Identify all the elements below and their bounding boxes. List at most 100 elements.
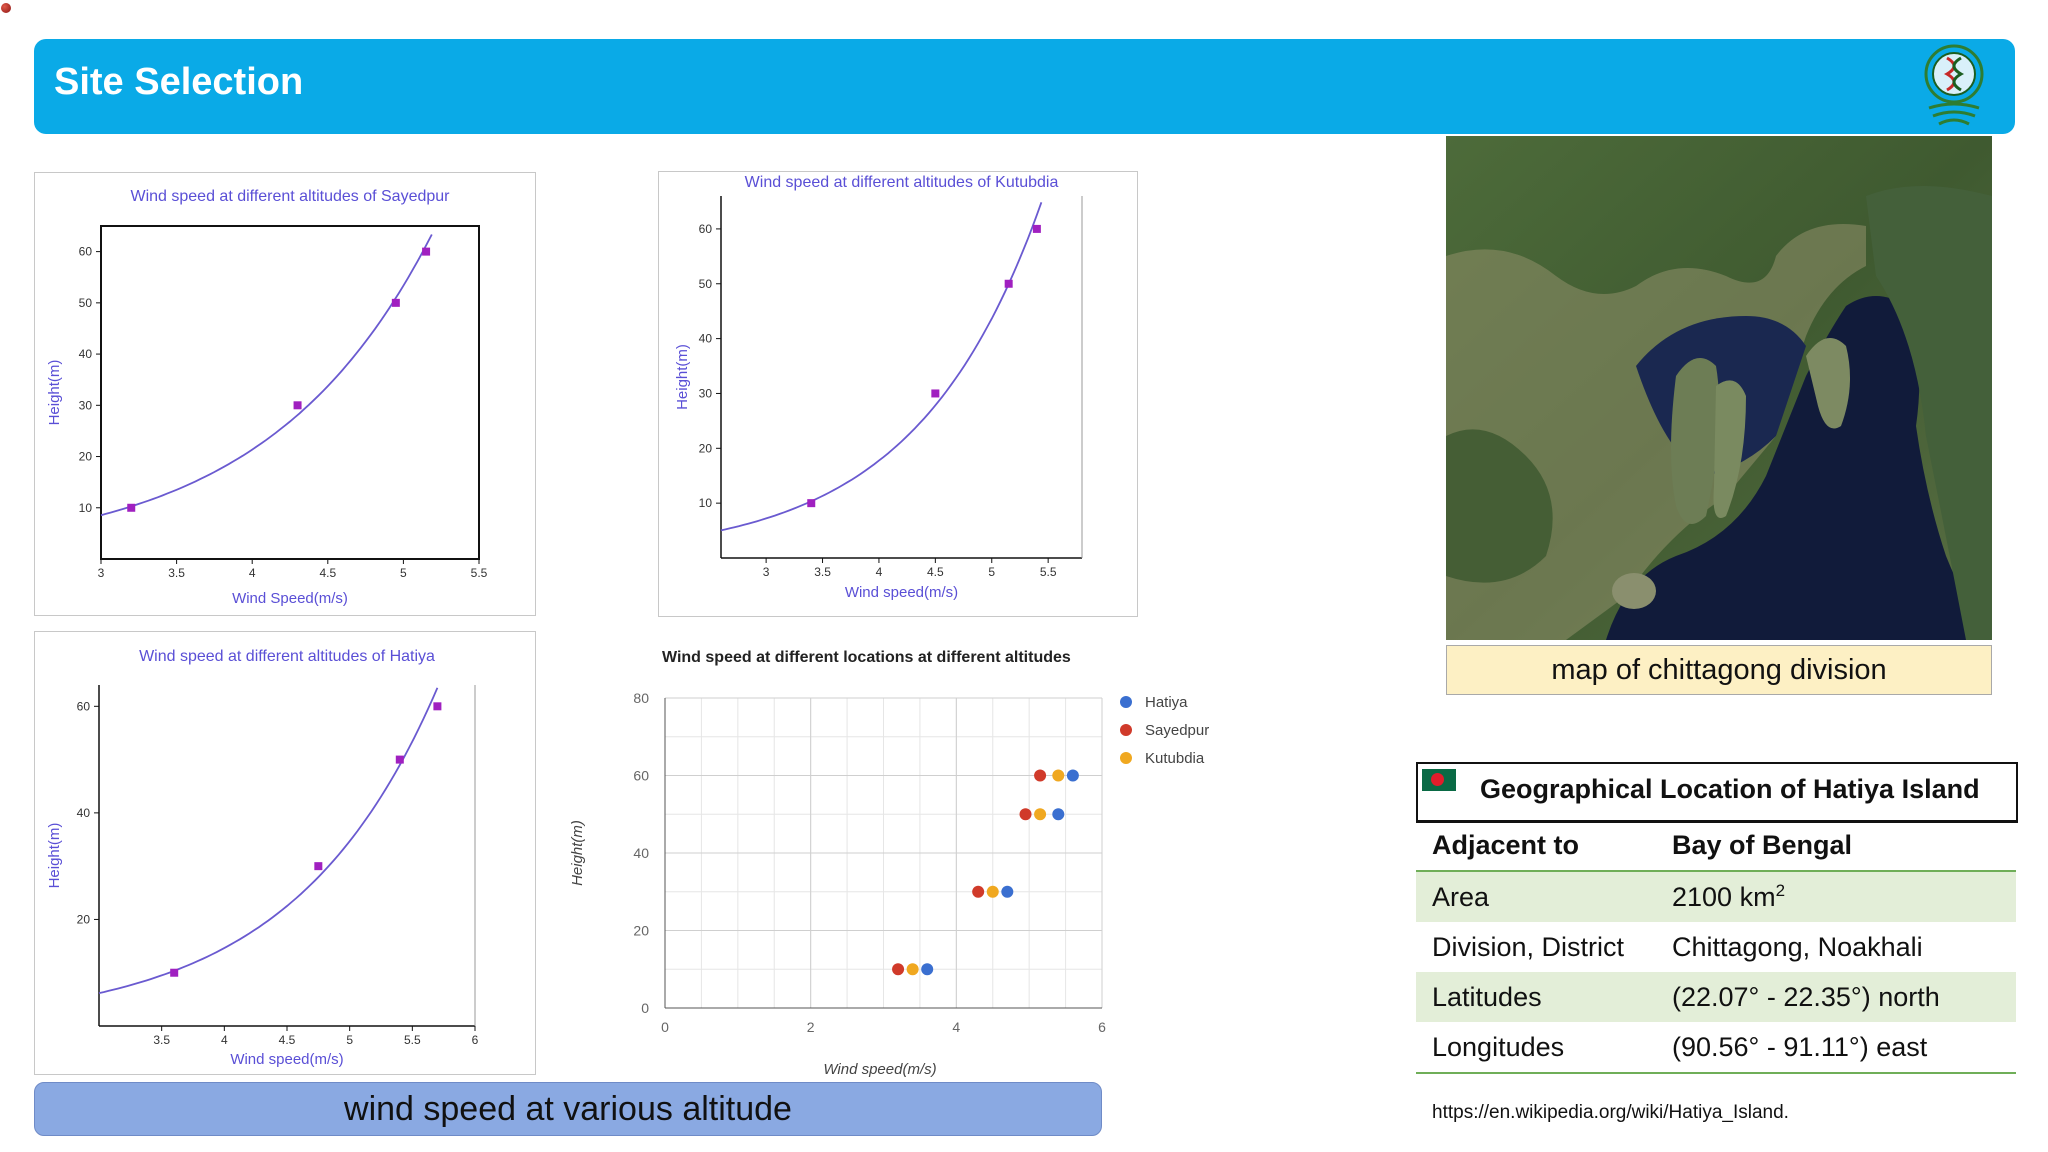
chart-caption-bar: wind speed at various altitude bbox=[34, 1082, 1102, 1136]
page-title: Site Selection bbox=[54, 61, 304, 103]
x-tick-label: 3 bbox=[763, 565, 770, 579]
y-tick-label: 20 bbox=[79, 450, 93, 464]
map-caption: map of chittagong division bbox=[1446, 645, 1992, 695]
y-tick-label: 20 bbox=[699, 441, 713, 455]
x-tick-label: 5 bbox=[988, 565, 995, 579]
x-tick-label: 3.5 bbox=[153, 1033, 170, 1047]
data-point bbox=[422, 247, 431, 256]
row-label: Adjacent to bbox=[1416, 820, 1656, 872]
chart-kutubdia: Wind speed at different altitudes of Kut… bbox=[658, 171, 1138, 617]
data-point bbox=[395, 755, 404, 764]
data-point-hatiya bbox=[1052, 808, 1065, 821]
data-point-sayedpur bbox=[892, 963, 905, 976]
data-point bbox=[433, 702, 442, 711]
row-value-sup: 2 bbox=[1775, 881, 1786, 900]
x-tick-label: 4 bbox=[876, 565, 883, 579]
university-logo-icon bbox=[1924, 44, 1984, 126]
chart-hatiya: Wind speed at different altitudes of Hat… bbox=[34, 631, 536, 1075]
chart-title: Wind speed at different altitudes of Kut… bbox=[745, 174, 1059, 191]
x-tick-label: 4 bbox=[249, 566, 256, 580]
x-tick-label: 0 bbox=[661, 1019, 669, 1035]
data-point-kutubdia bbox=[1052, 769, 1065, 782]
x-axis-label: Wind speed(m/s) bbox=[230, 1051, 343, 1068]
legend-marker bbox=[1120, 752, 1132, 764]
chart-title: Wind speed at different altitudes of Hat… bbox=[139, 648, 435, 665]
x-tick-label: 3 bbox=[98, 566, 105, 580]
table-row: Adjacent to Bay of Bengal bbox=[1416, 820, 2016, 872]
data-point-kutubdia bbox=[906, 963, 919, 976]
y-tick-label: 50 bbox=[79, 296, 93, 310]
y-axis-label: Height(m) bbox=[46, 360, 63, 426]
y-tick-label: 40 bbox=[699, 332, 713, 346]
y-tick-label: 50 bbox=[699, 277, 713, 291]
legend-label: Kutubdia bbox=[1145, 750, 1205, 767]
legend-marker bbox=[1120, 724, 1132, 736]
legend-marker bbox=[1120, 696, 1132, 708]
y-axis-label: Height(m) bbox=[674, 344, 691, 410]
y-tick-label: 60 bbox=[77, 699, 91, 713]
x-tick-label: 4.5 bbox=[927, 565, 944, 579]
x-tick-label: 6 bbox=[1098, 1019, 1106, 1035]
y-tick-label: 60 bbox=[633, 768, 649, 784]
x-tick-label: 5 bbox=[346, 1033, 353, 1047]
x-tick-label: 5.5 bbox=[1040, 565, 1057, 579]
title-bar: Site Selection bbox=[34, 39, 2015, 134]
chart-combined: Wind speed at different locations at dif… bbox=[560, 640, 1220, 1080]
x-tick-label: 5.5 bbox=[471, 566, 488, 580]
x-tick-label: 4 bbox=[221, 1033, 228, 1047]
y-tick-label: 30 bbox=[79, 398, 93, 412]
source-link[interactable]: https://en.wikipedia.org/wiki/Hatiya_Isl… bbox=[1432, 1102, 1789, 1123]
data-point-sayedpur bbox=[972, 885, 985, 898]
fit-curve bbox=[98, 687, 439, 994]
x-tick-label: 4.5 bbox=[319, 566, 336, 580]
data-point bbox=[127, 503, 136, 512]
legend-label: Hatiya bbox=[1145, 694, 1188, 711]
data-point-kutubdia bbox=[986, 885, 999, 898]
bangladesh-flag-icon bbox=[1422, 769, 1456, 791]
data-point bbox=[391, 298, 400, 307]
satellite-map bbox=[1446, 136, 1992, 640]
chart-title: Wind speed at different altitudes of Say… bbox=[130, 188, 450, 205]
fit-curve bbox=[720, 201, 1043, 532]
fit-curve bbox=[100, 234, 433, 517]
chart-sayedpur: Wind speed at different altitudes of Say… bbox=[34, 172, 536, 616]
row-value: (90.56° - 91.11°) east bbox=[1656, 1022, 2016, 1074]
x-axis-label: Wind speed(m/s) bbox=[823, 1061, 936, 1078]
data-point bbox=[1004, 279, 1013, 288]
x-tick-label: 4.5 bbox=[279, 1033, 296, 1047]
y-tick-label: 10 bbox=[79, 501, 93, 515]
data-point-hatiya bbox=[921, 963, 934, 976]
chart-title: Wind speed at different locations at dif… bbox=[662, 649, 1071, 666]
y-tick-label: 60 bbox=[699, 222, 713, 236]
data-point bbox=[293, 401, 302, 410]
data-point-sayedpur bbox=[1034, 769, 1047, 782]
table-row: Longitudes (90.56° - 91.11°) east bbox=[1416, 1022, 2016, 1074]
y-tick-label: 10 bbox=[699, 496, 713, 510]
slide-marker-dot bbox=[1, 3, 11, 13]
table-row: Division, District Chittagong, Noakhali bbox=[1416, 922, 2016, 972]
y-tick-label: 60 bbox=[79, 245, 93, 259]
row-value: Bay of Bengal bbox=[1656, 820, 2016, 872]
data-point bbox=[1032, 224, 1041, 233]
y-tick-label: 40 bbox=[79, 347, 93, 361]
data-point bbox=[931, 389, 940, 398]
x-axis-label: Wind Speed(m/s) bbox=[232, 590, 348, 607]
y-axis-label: Height(m) bbox=[569, 820, 586, 886]
data-point-hatiya bbox=[1001, 885, 1014, 898]
y-tick-label: 80 bbox=[633, 690, 649, 706]
table-row: Latitudes (22.07° - 22.35°) north bbox=[1416, 972, 2016, 1022]
y-tick-label: 30 bbox=[699, 386, 713, 400]
y-axis-label: Height(m) bbox=[46, 823, 63, 889]
y-tick-label: 40 bbox=[77, 806, 91, 820]
x-tick-label: 5.5 bbox=[404, 1033, 421, 1047]
data-point-sayedpur bbox=[1019, 808, 1032, 821]
data-point-kutubdia bbox=[1034, 808, 1047, 821]
y-tick-label: 20 bbox=[77, 912, 91, 926]
x-axis-label: Wind speed(m/s) bbox=[845, 584, 958, 601]
x-tick-label: 5 bbox=[400, 566, 407, 580]
x-tick-label: 6 bbox=[472, 1033, 479, 1047]
row-value-cell: 2100 km2 bbox=[1656, 871, 2016, 922]
data-point bbox=[170, 968, 179, 977]
row-value: Chittagong, Noakhali bbox=[1672, 931, 1923, 962]
plot-frame bbox=[100, 225, 480, 560]
